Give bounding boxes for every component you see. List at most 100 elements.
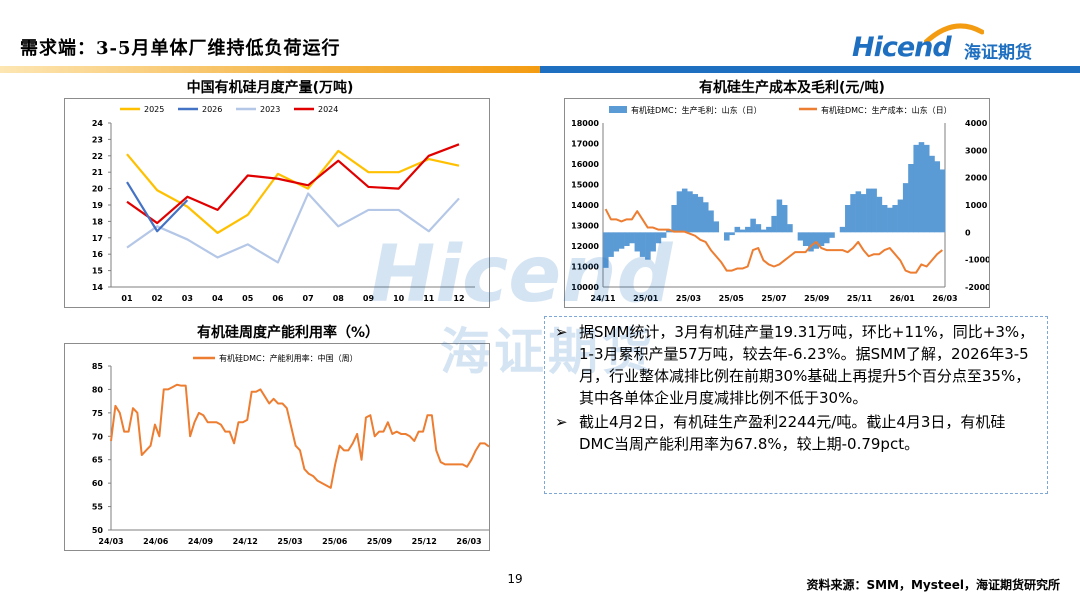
y-tick-label: 80	[92, 385, 104, 394]
y-tick-label: 70	[92, 432, 104, 441]
x-tick-label: 24/06	[143, 537, 169, 546]
cost-line	[604, 208, 943, 274]
x-tick-label: 24/11	[590, 294, 616, 303]
margin-bar	[618, 232, 625, 249]
x-tick-label: 25/07	[761, 294, 786, 303]
x-tick-label: 25/12	[412, 537, 437, 546]
x-tick-label: 06	[272, 294, 284, 303]
right-tick-label: 3000	[965, 146, 988, 155]
header-bar-blue	[540, 66, 1080, 73]
margin-bar	[650, 232, 656, 252]
x-tick-label: 24/03	[98, 537, 123, 546]
chart1-frame: 14 15 16 17 18 19 20 21 22 23 24 01 02 03 04 05 06 07 08 09…	[64, 98, 490, 308]
x-tick-label: 08	[333, 294, 345, 303]
page-title: 需求端：3-5月单体厂维持低负荷运行	[20, 38, 341, 59]
margin-bar	[702, 202, 709, 233]
margin-bar	[681, 188, 688, 233]
x-tick-label: 25/03	[277, 537, 302, 546]
y-tick-label: 22	[92, 152, 103, 161]
x-tick-label: 25/11	[847, 294, 873, 303]
y-tick-label: 85	[92, 362, 104, 371]
left-tick-label: 18000	[571, 119, 599, 128]
margin-bar	[776, 199, 783, 233]
margin-bar	[918, 142, 925, 233]
bullet-item: ➢ 据SMM统计，3月有机硅产量19.31万吨，环比+11%，同比+3%，1-3…	[555, 321, 1039, 409]
left-tick-label: 17000	[571, 140, 599, 149]
bullet-arrow-icon: ➢	[555, 413, 568, 431]
bullet-text: 据SMM统计，3月有机硅产量19.31万吨，环比+11%，同比+3%，1-3月累…	[579, 323, 1035, 407]
bullet-arrow-icon: ➢	[555, 323, 568, 341]
margin-bar	[639, 232, 646, 257]
margin-bar	[939, 169, 946, 233]
x-tick-label: 01	[121, 294, 133, 303]
margin-bar	[760, 229, 767, 233]
chart3-title: 有机硅周度产能利用率（%）	[196, 325, 380, 341]
bullet-text: 截止4月2日，有机硅生产盈利2244元/吨。截止4月3日，有机硅DMC当周产能利…	[579, 413, 1006, 453]
chart3-utilization: 50 55 60 65 70 75 80 85 24/03 24/06 24/09 24/12 25/0…	[92, 353, 490, 546]
utilization-line	[110, 383, 490, 489]
x-tick-label: 05	[242, 294, 254, 303]
y-tick-label: 20	[92, 185, 104, 194]
margin-bar	[881, 205, 888, 233]
margin-bar	[855, 191, 862, 233]
x-tick-label: 07	[303, 294, 314, 303]
right-tick-label: 4000	[965, 119, 988, 128]
left-tick-label: 13000	[571, 222, 599, 231]
x-tick-label: 12	[453, 294, 464, 303]
logo-text-en: Hicend	[852, 32, 952, 63]
chart2-cost-margin: 1000011000120001300014000150001600017000…	[571, 105, 991, 303]
logo-arc-icon	[924, 23, 984, 45]
margin-bar	[608, 232, 614, 257]
margin-bar	[797, 232, 804, 241]
series-line-2026	[126, 181, 189, 233]
y-tick-label: 75	[92, 409, 104, 418]
series-line-2025	[126, 149, 460, 234]
x-tick-label: 11	[423, 294, 435, 303]
x-tick-label: 10	[393, 294, 405, 303]
margin-bar	[676, 191, 683, 233]
margin-bar	[624, 232, 630, 246]
y-tick-label: 50	[92, 526, 104, 535]
margin-bar	[671, 205, 677, 233]
margin-bar	[739, 229, 746, 233]
y-tick-label: 14	[92, 283, 104, 292]
margin-bar	[603, 232, 609, 268]
margin-bar	[613, 232, 620, 252]
x-tick-label: 25/05	[719, 294, 745, 303]
left-tick-label: 14000	[571, 201, 599, 210]
legend-label: 2023	[260, 105, 280, 114]
legend-swatch-bar	[609, 106, 627, 113]
right-tick-label: -2000	[965, 283, 989, 292]
margin-bar	[802, 232, 809, 246]
margin-bar	[655, 232, 662, 244]
margin-bar	[823, 232, 830, 244]
left-tick-label: 10000	[571, 283, 599, 292]
margin-bar	[913, 144, 919, 233]
margin-bar	[708, 210, 714, 233]
margin-bar	[724, 232, 730, 241]
margin-bar	[892, 205, 898, 233]
right-tick-label: 0	[965, 228, 971, 237]
right-tick-label: 1000	[965, 201, 988, 210]
x-tick-label: 24/12	[233, 537, 258, 546]
margin-bar	[923, 144, 930, 233]
margin-bar	[766, 226, 772, 233]
y-tick-label: 16	[92, 250, 104, 259]
x-tick-label: 25/09	[367, 537, 393, 546]
margin-bar	[897, 199, 904, 233]
margin-bar	[713, 221, 720, 233]
legend-label: 2024	[318, 105, 338, 114]
chart1-title: 中国有机硅月度产量(万吨)	[186, 80, 354, 96]
margin-bar	[745, 226, 751, 233]
margin-bar	[876, 196, 883, 233]
series-line-2024	[126, 143, 460, 225]
x-tick-label: 25/06	[322, 537, 348, 546]
x-tick-label: 26/01	[890, 294, 916, 303]
chart2-title: 有机硅生产成本及毛利(元/吨)	[699, 80, 885, 96]
margin-bar	[871, 188, 877, 233]
x-tick-label: 02	[152, 294, 163, 303]
legend-label: 有机硅DMC：生产成本：山东（日）	[821, 105, 952, 115]
margin-bar	[850, 194, 856, 233]
margin-bar	[818, 232, 825, 246]
margin-bar	[755, 224, 762, 233]
